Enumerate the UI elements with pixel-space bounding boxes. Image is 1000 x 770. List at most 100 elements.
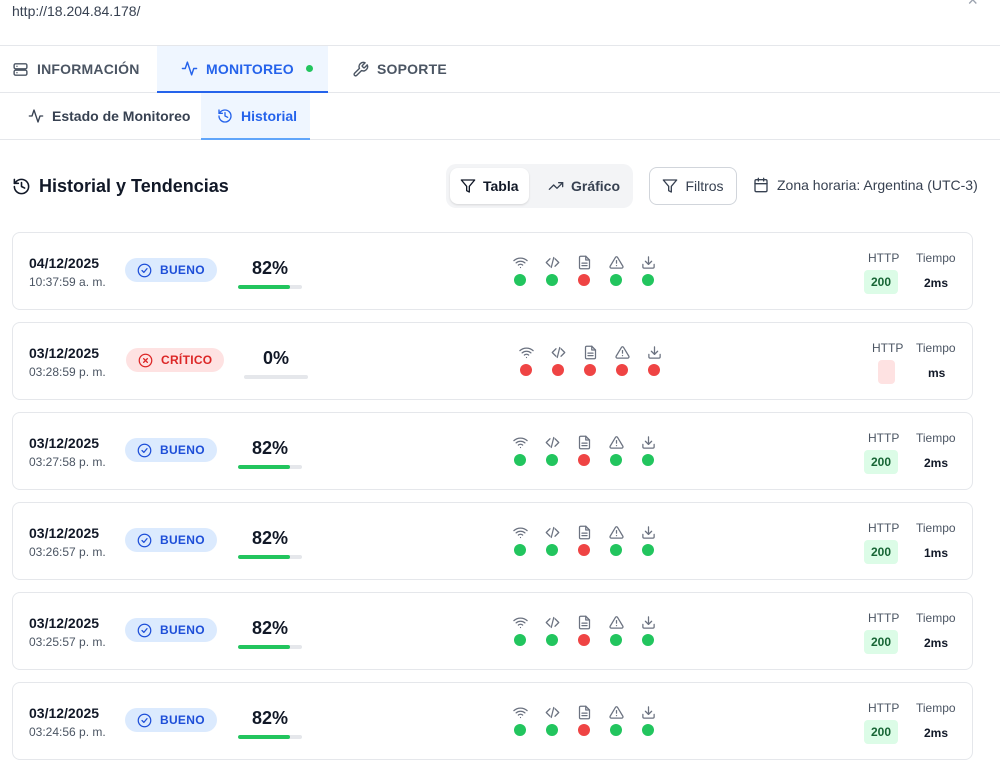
check-indicator (518, 345, 534, 376)
status-label: BUENO (160, 713, 205, 727)
status-badge: BUENO (125, 708, 217, 732)
check-indicator (640, 525, 656, 556)
wrench-icon (353, 61, 369, 77)
time-label: Tiempo (916, 521, 956, 535)
table-view-label: Tabla (483, 178, 519, 194)
wifi-icon (512, 257, 528, 269)
check-indicators (512, 615, 656, 646)
record-date: 04/12/2025 (29, 255, 100, 271)
view-toggle: Tabla Gráfico (446, 164, 633, 208)
time-label: Tiempo (916, 251, 956, 265)
wifi-icon (512, 437, 528, 449)
check-indicators (512, 255, 656, 286)
score-value: 82% (251, 258, 289, 278)
status-dot-ok (546, 634, 558, 646)
subtab-historial[interactable]: Historial (201, 93, 310, 140)
score-bar (238, 465, 302, 469)
filters-button[interactable]: Filtros (649, 167, 737, 205)
status-badge: BUENO (125, 528, 217, 552)
score-bar (238, 645, 302, 649)
activity-icon (28, 109, 44, 123)
check-indicator (544, 525, 560, 556)
code-icon (551, 346, 565, 359)
live-indicator (305, 65, 313, 72)
check-indicator (550, 345, 566, 376)
http-code: 200 (864, 540, 899, 564)
check-indicators (512, 435, 656, 466)
score-value: 82% (251, 618, 289, 638)
check-indicator (608, 525, 624, 556)
status-dot-ok (610, 544, 622, 556)
status-label: CRÍTICO (161, 353, 213, 367)
record-time: 03:24:56 p. m. (29, 725, 106, 739)
check-indicator (576, 435, 592, 466)
file-icon (578, 705, 590, 720)
http-code: 200 (864, 270, 899, 294)
trending-up-icon (548, 182, 564, 190)
chart-view-button[interactable]: Gráfico (538, 168, 630, 204)
download-icon (641, 706, 655, 719)
check-indicator (576, 705, 592, 736)
score-bar (238, 735, 302, 739)
http-code: 200 (864, 450, 899, 474)
status-dot-ok (514, 724, 526, 736)
history-row[interactable]: 03/12/2025 03:24:56 p. m. BUENO 82% HTTP 200 T… (12, 682, 973, 760)
status-dot-ok (642, 274, 654, 286)
check-indicators (518, 345, 662, 376)
check-indicator (512, 255, 528, 286)
score-bar-fill (238, 555, 291, 559)
check-indicator (576, 525, 592, 556)
check-indicator (646, 345, 662, 376)
subtab-estado-monitoreo[interactable]: Estado de Monitoreo (28, 93, 190, 139)
tab-informacion[interactable]: INFORMACIÓN (12, 46, 140, 92)
record-time: 03:26:57 p. m. (29, 545, 106, 559)
history-row[interactable]: 03/12/2025 03:27:58 p. m. BUENO 82% HTTP 200 T… (12, 412, 973, 490)
status-badge: CRÍTICO (126, 348, 225, 372)
status-dot-ok (642, 634, 654, 646)
status-dot-ok (642, 454, 654, 466)
server-icon (13, 62, 28, 76)
score-bar (244, 375, 308, 379)
history-row[interactable]: 03/12/2025 03:25:57 p. m. BUENO 82% HTTP 200 T… (12, 592, 973, 670)
activity-icon (181, 61, 198, 76)
x-circle-icon (138, 353, 153, 367)
status-dot-fail (578, 274, 590, 286)
record-date: 03/12/2025 (29, 525, 100, 541)
record-time: 03:28:59 p. m. (29, 365, 106, 379)
record-date: 03/12/2025 (29, 345, 100, 361)
status-dot-ok (610, 454, 622, 466)
tab-monitoreo[interactable]: MONITOREO (157, 46, 328, 93)
history-row[interactable]: 03/12/2025 03:28:59 p. m. CRÍTICO 0% HTTP Tie… (12, 322, 973, 400)
status-dot-fail (552, 364, 564, 376)
subtab-label: Historial (241, 107, 298, 124)
history-row[interactable]: 04/12/2025 10:37:59 a. m. BUENO 82% HTTP 200 T… (12, 232, 973, 310)
status-label: BUENO (160, 443, 205, 457)
history-icon (218, 108, 232, 123)
score-value: 82% (251, 528, 289, 548)
close-icon[interactable]: × (967, 0, 978, 10)
response-time: 1ms (924, 546, 949, 560)
alert-triangle-icon (608, 616, 624, 629)
http-code (878, 360, 895, 384)
table-view-button[interactable]: Tabla (450, 168, 529, 204)
check-indicator (576, 615, 592, 646)
code-icon (545, 706, 559, 719)
status-label: BUENO (160, 623, 205, 637)
check-circle-icon (137, 263, 152, 277)
score-value: 82% (251, 708, 289, 728)
time-label: Tiempo (916, 611, 956, 625)
score-bar (238, 285, 302, 289)
check-indicator (512, 615, 528, 646)
history-row[interactable]: 03/12/2025 03:26:57 p. m. BUENO 82% HTTP 200 T… (12, 502, 973, 580)
tab-soporte[interactable]: SOPORTE (352, 46, 447, 92)
http-code: 200 (864, 630, 899, 654)
wifi-icon (518, 347, 534, 359)
status-dot-ok (514, 454, 526, 466)
status-dot-fail (584, 364, 596, 376)
record-time: 03:25:57 p. m. (29, 635, 106, 649)
check-circle-icon (137, 443, 152, 457)
code-icon (545, 616, 559, 629)
timezone-label: Zona horaria: Argentina (UTC-3) (777, 177, 978, 193)
status-label: BUENO (160, 533, 205, 547)
url-bar: http://18.204.84.178/ × (0, 0, 1000, 46)
